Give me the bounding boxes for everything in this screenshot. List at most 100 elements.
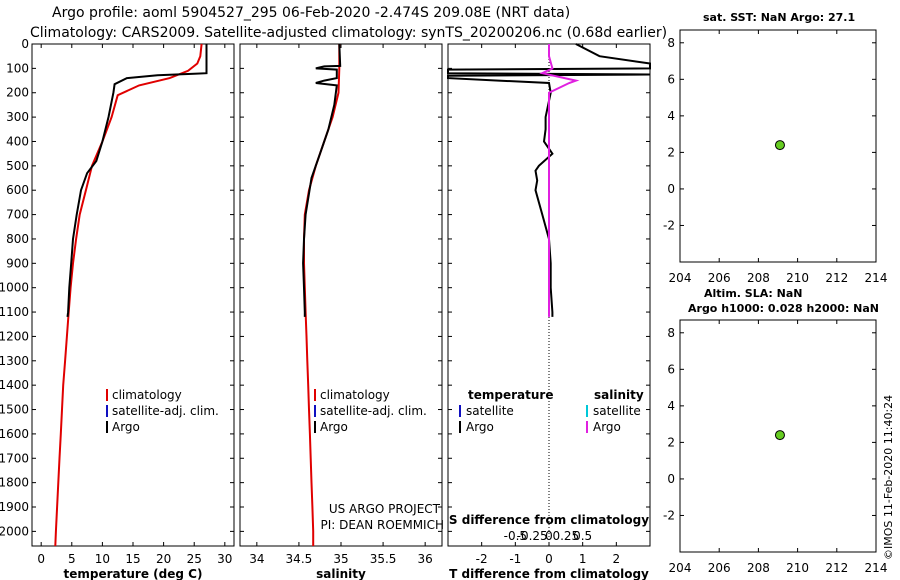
x-tick-label: 0: [545, 552, 553, 566]
x-tick-label: 15: [125, 552, 140, 566]
x-tick-label: 34: [249, 552, 264, 566]
x-tick-label: 204: [669, 271, 692, 285]
depth-tick-label: 1600: [0, 427, 29, 441]
s-tick-label: 0: [545, 529, 553, 543]
y-tick-label: 2: [667, 145, 675, 159]
depth-tick-label: 1800: [0, 476, 29, 490]
depth-tick-label: 100: [6, 61, 29, 75]
scatter-point: [774, 140, 785, 151]
panel-frame-0: [31, 43, 235, 547]
depth-tick-label: 1700: [0, 451, 29, 465]
depth-tick-label: 1300: [0, 354, 29, 368]
x-tick-label: 206: [708, 561, 731, 575]
depth-tick-label: 400: [6, 134, 29, 148]
x-tick-label: 0: [37, 552, 45, 566]
legend-label: Argo: [593, 420, 621, 434]
x-tick-label: 2: [613, 552, 621, 566]
profile-line-argo: [66, 44, 208, 318]
x-tick-label: 1: [579, 552, 587, 566]
x-tick-label: 20: [156, 552, 171, 566]
x-axis-label: salinity: [316, 567, 366, 580]
depth-tick-label: 700: [6, 208, 29, 222]
depth-tick-label: 2000: [0, 524, 29, 538]
x-tick-label: -2: [476, 552, 488, 566]
depth-tick-label: 800: [6, 232, 29, 246]
depth-tick-label: 300: [6, 110, 29, 124]
x-tick-label: 208: [747, 561, 770, 575]
x-tick-label: 34.5: [286, 552, 313, 566]
y-tick-label: 0: [667, 182, 675, 196]
x-tick-label: 25: [187, 552, 202, 566]
legend-label: climatology: [320, 388, 390, 402]
x-tick-label: 210: [786, 561, 809, 575]
x-tick-label: 204: [669, 561, 692, 575]
credit-line-2: PI: DEAN ROEMMICH: [321, 518, 444, 532]
profile-line-climatology: [303, 44, 341, 546]
legend-label: satellite-adj. clim.: [112, 404, 219, 418]
x-tick-label: 30: [217, 552, 232, 566]
depth-tick-label: 1000: [0, 281, 29, 295]
panel-frame-1: [239, 43, 443, 547]
x-tick-label: 35.5: [370, 552, 397, 566]
depth-tick-label: 500: [6, 159, 29, 173]
x-axis-label: T difference from climatology: [449, 567, 649, 580]
title-line2: Climatology: CARS2009. Satellite-adjuste…: [30, 25, 668, 41]
title-line1: Argo profile: aoml 5904527_295 06-Feb-20…: [52, 5, 571, 21]
x-tick-label: 206: [708, 271, 731, 285]
s-tick-label: 0.25: [552, 529, 579, 543]
depth-tick-label: 1900: [0, 500, 29, 514]
profile-line-climatology: [54, 43, 203, 547]
depth-tick-label: 1200: [0, 329, 29, 343]
panel-frame-4: [679, 319, 877, 553]
x-tick-label: 208: [747, 271, 770, 285]
diff-line-t-argo: [447, 43, 651, 317]
x-tick-label: 36: [418, 552, 433, 566]
profile-line-argo: [302, 43, 342, 317]
legend-title-t: temperature: [468, 388, 553, 402]
depth-tick-label: 0: [21, 37, 29, 51]
x-tick-label: 35: [333, 552, 348, 566]
legend-label: Argo: [320, 420, 348, 434]
sla-title-1: Altim. SLA: NaN: [704, 287, 803, 300]
depth-tick-label: 1400: [0, 378, 29, 392]
y-tick-label: 6: [667, 72, 675, 86]
scatter-point: [774, 430, 785, 441]
y-tick-label: -2: [663, 218, 675, 232]
y-tick-label: 8: [667, 36, 675, 50]
legend-label: satellite: [593, 404, 641, 418]
diff-line-s-argo: [539, 44, 580, 317]
depth-tick-label: 900: [6, 256, 29, 270]
legend-label: satellite-adj. clim.: [320, 404, 427, 418]
sla-title-2: Argo h1000: 0.028 h2000: NaN: [688, 302, 880, 315]
s-tick-label: -0.5: [504, 529, 527, 543]
x-tick-label: 5: [68, 552, 76, 566]
x-tick-label: 214: [865, 271, 888, 285]
legend-label: satellite: [466, 404, 514, 418]
credit-line-1: US ARGO PROJECT: [329, 502, 441, 516]
y-tick-label: 4: [667, 109, 675, 123]
x-tick-label: 10: [95, 552, 110, 566]
x-axis-label: temperature (deg C): [64, 567, 203, 580]
y-tick-label: 8: [667, 326, 675, 340]
y-tick-label: 2: [667, 435, 675, 449]
legend-title-s: salinity: [594, 388, 644, 402]
y-tick-label: 6: [667, 362, 675, 376]
x-tick-label: -1: [509, 552, 521, 566]
depth-tick-label: 600: [6, 183, 29, 197]
s-axis-label: S difference from climatology: [449, 513, 649, 527]
panel-frame-3: [679, 29, 877, 263]
legend-label: Argo: [112, 420, 140, 434]
s-tick-label: 0.5: [573, 529, 592, 543]
depth-tick-label: 200: [6, 86, 29, 100]
x-tick-label: 210: [786, 271, 809, 285]
depth-tick-label: 1500: [0, 403, 29, 417]
y-tick-label: -2: [663, 508, 675, 522]
depth-tick-label: 1100: [0, 305, 29, 319]
y-tick-label: 0: [667, 472, 675, 486]
s-tick-label: -0.25: [517, 529, 548, 543]
y-tick-label: 4: [667, 399, 675, 413]
x-tick-label: 212: [825, 271, 848, 285]
x-tick-label: 214: [865, 561, 888, 575]
x-tick-label: 212: [825, 561, 848, 575]
